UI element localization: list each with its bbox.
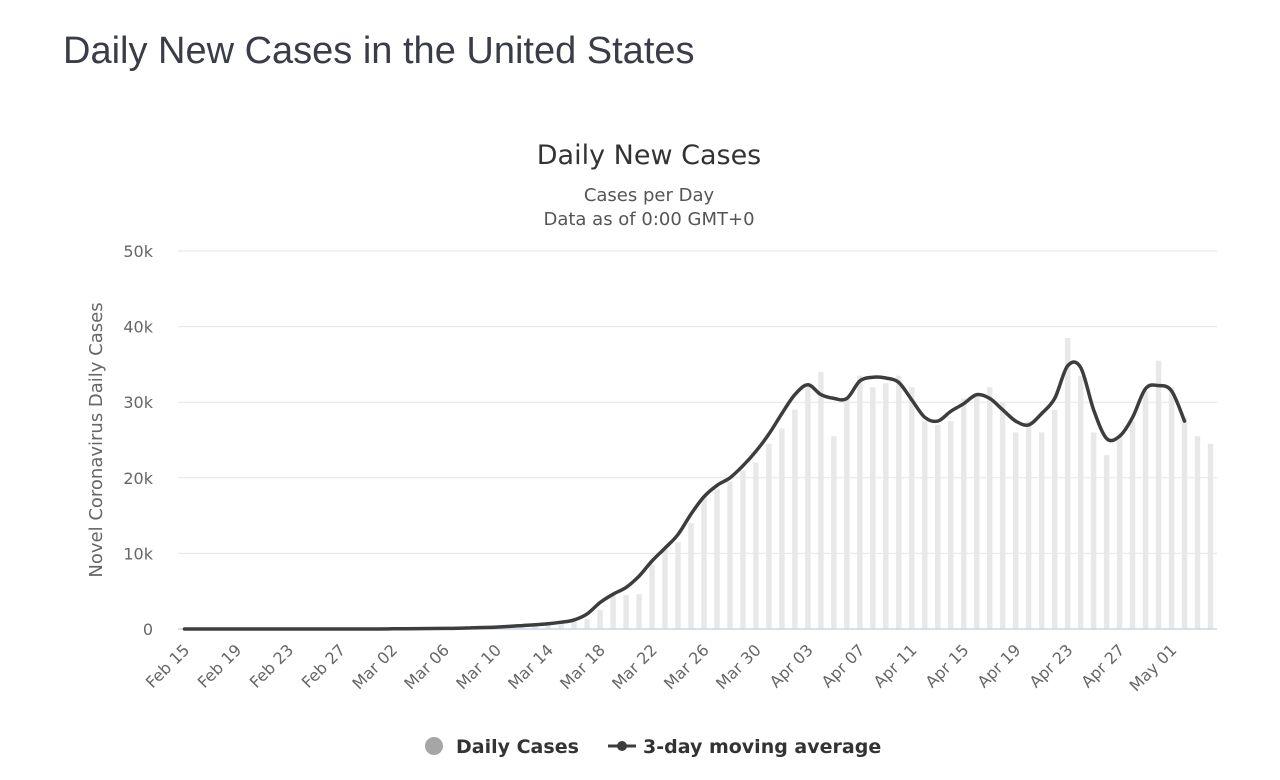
x-tick-label: Mar 18 [556,640,609,693]
daily-cases-bar [1025,421,1032,629]
x-tick-label: Apr 23 [1025,640,1076,691]
daily-cases-bar [675,542,681,629]
daily-cases-bar [1051,409,1058,629]
x-tick-label: Mar 30 [712,640,765,693]
daily-cases-bar [883,383,889,629]
x-tick-label: Apr 03 [766,640,817,691]
daily-cases-bar [779,428,785,629]
x-axis-ticks: Feb 15 Feb 19 Feb 23 Feb 27 Mar 02 Mar 06 Mar … [142,640,1181,695]
daily-cases-bar [740,470,746,629]
daily-cases-bar [584,619,590,629]
gridlines [178,250,1217,554]
y-tick-label: 40k [123,318,153,337]
daily-cases-bar [558,622,564,629]
daily-cases-bar [896,375,902,629]
x-tick-label: Feb 19 [194,640,245,691]
daily-cases-bar [1012,432,1019,629]
legend-daily-cases-marker[interactable] [425,737,443,755]
daily-cases-bar [805,383,811,629]
daily-cases-bar [792,409,798,629]
daily-cases-bar [909,387,915,629]
x-tick-label: Apr 19 [974,640,1025,691]
daily-cases-bar [1090,432,1097,629]
x-tick-label: Apr 07 [818,640,869,691]
daily-cases-bar [857,375,863,629]
daily-cases-bar [727,481,733,629]
x-tick-label: Mar 14 [504,640,557,693]
daily-cases-bar [1207,443,1214,629]
daily-cases-bar [1103,455,1110,629]
daily-cases-bar [1181,417,1188,629]
y-tick-label: 0 [143,620,153,639]
y-tick-label: 50k [123,242,153,261]
x-tick-label: May 01 [1126,640,1181,695]
daily-cases-bar [999,402,1006,629]
x-tick-label: Mar 22 [608,640,661,693]
daily-cases-bar [1194,436,1201,629]
x-tick-label: Apr 27 [1077,640,1128,691]
x-tick-label: Mar 06 [400,640,453,693]
chart-subtitle: Cases per Day [584,185,715,206]
x-tick-label: Feb 15 [142,640,193,691]
daily-cases-bar [1168,387,1175,629]
y-axis-ticks: 0 10k 20k 30k 40k 50k [123,242,153,639]
moving-average-line [182,360,1187,631]
daily-cases-bar [597,610,603,629]
y-tick-label: 30k [123,393,153,412]
daily-cases-bar [1077,375,1084,629]
legend[interactable]: Daily Cases 3-day moving average [425,736,881,758]
daily-cases-bar [870,387,876,629]
daily-cases-bar [844,398,850,629]
y-tick-label: 10k [123,544,153,563]
daily-cases-bar [623,594,629,629]
daily-cases-bar [922,421,928,629]
page-heading: Daily New Cases in the United States [63,30,695,72]
daily-cases-bar [961,398,967,629]
daily-cases-bar [649,564,655,629]
daily-cases-bar [753,462,759,629]
daily-cases-bar [688,523,694,629]
daily-cases-bar [571,621,577,629]
daily-cases-bar [532,624,538,629]
daily-cases-bar [986,387,993,629]
daily-cases-bar [1129,421,1136,629]
chart-subtitle-date: Data as of 0:00 GMT+0 [543,209,754,230]
daily-cases-bar [610,594,616,629]
daily-cases-bar [636,594,642,629]
x-tick-label: Mar 26 [660,640,713,693]
y-tick-label: 20k [123,469,153,488]
daily-cases-bar [948,421,954,629]
daily-cases-bars [311,337,1214,629]
legend-daily-cases-label[interactable]: Daily Cases [456,736,579,758]
daily-cases-bar [1116,436,1123,629]
daily-cases-bar [935,424,941,629]
daily-cases-bar [1155,360,1162,629]
daily-cases-bar [766,443,772,629]
daily-cases-bar [1038,432,1045,629]
daily-cases-bar [831,436,837,629]
daily-cases-bar [1142,390,1149,629]
x-tick-label: Apr 11 [870,640,921,691]
x-tick-label: Mar 02 [348,640,401,693]
chart-title: Daily New Cases [537,140,762,171]
x-tick-label: Feb 23 [246,640,297,691]
daily-cases-bar [974,394,980,629]
daily-cases-bar [701,496,707,629]
y-axis-title: Novel Coronavirus Daily Cases [86,302,107,577]
daily-cases-bar [818,371,824,629]
daily-cases-bar [662,549,668,629]
x-tick-label: Mar 10 [452,640,505,693]
legend-moving-average-label[interactable]: 3-day moving average [643,736,881,758]
legend-moving-average-marker[interactable] [617,741,627,751]
x-tick-label: Apr 15 [922,640,973,691]
daily-cases-bar [714,489,720,629]
x-tick-label: Feb 27 [298,640,349,691]
daily-cases-bar [1064,337,1071,629]
daily-cases-bar [545,623,551,629]
